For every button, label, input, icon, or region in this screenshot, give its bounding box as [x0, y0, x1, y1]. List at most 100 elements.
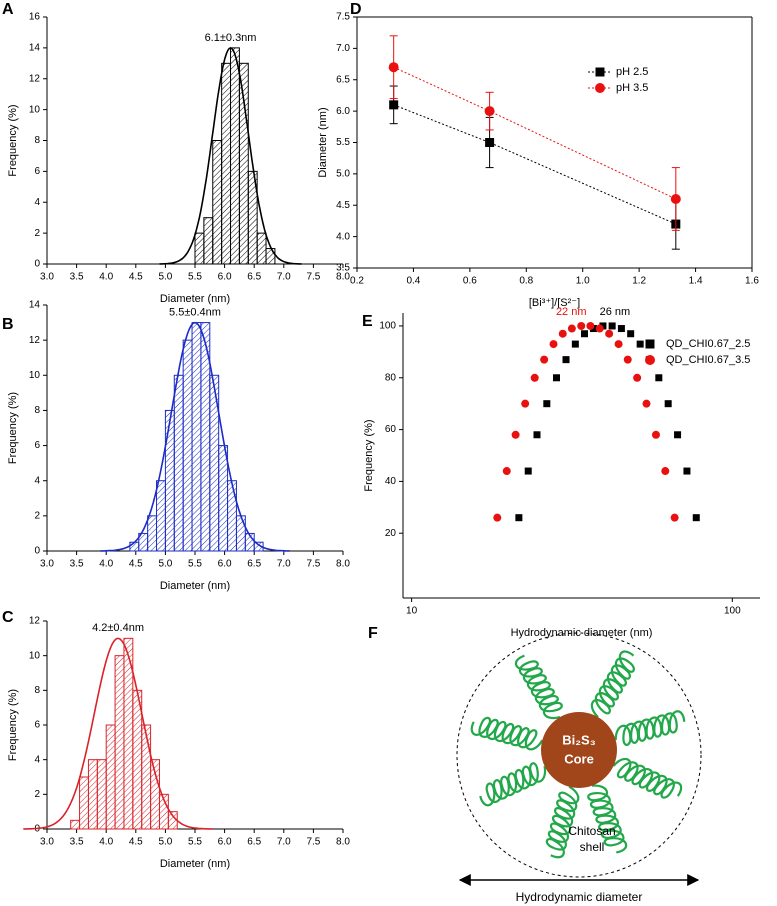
- fit-annotation: 4.2±0.4nm: [92, 622, 144, 634]
- x-axis-label: Diameter (nm): [160, 293, 230, 305]
- core-text: Core: [564, 751, 594, 766]
- marker: [655, 374, 663, 382]
- y-tick-label: 0: [34, 546, 40, 557]
- fit-curve: [100, 321, 290, 552]
- bar: [114, 655, 125, 830]
- x-tick-label: 7.0: [277, 559, 291, 570]
- bar: [105, 724, 116, 830]
- x-tick-label: 5.5: [188, 559, 202, 570]
- y-tick-label: 60: [385, 424, 397, 435]
- x-axis-label: Diameter (nm): [160, 580, 230, 592]
- x-tick-label: 4.5: [129, 837, 143, 848]
- y-tick-label: 2: [34, 789, 40, 800]
- x-axis-label: Diameter (nm): [160, 858, 230, 870]
- fit-curve: [159, 47, 302, 265]
- core-label: Bi₂S₃: [562, 732, 595, 747]
- y-tick-label: 12: [29, 335, 41, 346]
- x-tick-label: 6.5: [247, 559, 261, 570]
- y-axis-label: Frequency (%): [363, 419, 375, 491]
- y-tick-label: 7.5: [336, 12, 350, 23]
- y-tick-label: 7.0: [336, 43, 350, 54]
- y-tick-label: 80: [385, 372, 397, 383]
- panel-label: E: [362, 313, 373, 330]
- marker: [670, 193, 681, 204]
- x-tick-label: 4.0: [99, 272, 113, 283]
- marker: [674, 431, 682, 439]
- marker: [549, 340, 558, 349]
- y-tick-label: 6: [34, 440, 40, 451]
- panel: A 3.0 3.5 4.0 4.5 5.0 5.5 6.0 6.5 7.0 7.5 8.0 0 2 4 6 8 1…: [2, 1, 350, 305]
- bar: [79, 776, 89, 830]
- marker: [515, 514, 523, 522]
- bar: [147, 515, 158, 552]
- bar: [238, 62, 249, 265]
- x-tick-label: 6.0: [218, 272, 232, 283]
- shell-label: Chitosan: [568, 824, 615, 838]
- bar: [203, 217, 214, 265]
- bar: [235, 515, 246, 552]
- x-tick-label: 8.0: [336, 559, 350, 570]
- bar: [191, 322, 202, 552]
- y-tick-label: 10: [29, 104, 41, 115]
- y-axis-label: Frequency (%): [7, 104, 19, 176]
- x-tick-label: 10: [406, 606, 418, 617]
- marker: [661, 467, 670, 476]
- panel-label: D: [350, 1, 362, 18]
- y-tick-label: 8: [34, 405, 40, 416]
- marker: [524, 467, 532, 475]
- y-axis-label: Frequency (%): [7, 689, 19, 761]
- marker: [642, 399, 651, 408]
- y-tick-label: 4: [34, 754, 40, 765]
- x-tick-label: 8.0: [336, 272, 350, 283]
- x-tick-label: 1.0: [576, 276, 590, 287]
- bar: [87, 759, 98, 830]
- x-tick-label: 6.5: [247, 837, 261, 848]
- y-tick-label: 8: [34, 135, 40, 146]
- marker: [586, 321, 595, 330]
- bar: [182, 339, 193, 552]
- x-tick-label: 8.0: [336, 837, 350, 848]
- marker: [683, 467, 691, 475]
- x-tick-label: 7.5: [306, 559, 320, 570]
- y-tick-label: 20: [385, 528, 397, 539]
- x-tick-label: 5.5: [188, 272, 202, 283]
- y-axis-label: Frequency (%): [7, 392, 19, 464]
- y-tick-label: 6.5: [336, 74, 350, 85]
- x-tick-label: 3.5: [70, 837, 84, 848]
- y-tick-label: 10: [29, 650, 41, 661]
- peak-annotation: 26 nm: [600, 306, 631, 318]
- y-tick-label: 100: [379, 321, 396, 332]
- marker: [389, 100, 399, 110]
- marker: [589, 325, 597, 333]
- y-tick-label: 12: [29, 73, 41, 84]
- bar: [129, 541, 140, 552]
- peak-annotation: 22 nm: [556, 306, 587, 318]
- bar: [247, 170, 258, 265]
- y-tick-label: 3.5: [336, 263, 350, 274]
- legend-label: pH 2.5: [616, 66, 648, 78]
- x-tick-label: 4.5: [129, 272, 143, 283]
- y-tick-label: 16: [29, 12, 41, 23]
- y-tick-label: 8: [34, 685, 40, 696]
- y-tick-label: 14: [29, 43, 41, 54]
- marker: [580, 330, 588, 338]
- x-tick-label: 6.0: [218, 559, 232, 570]
- marker: [577, 321, 586, 330]
- arrow-label: Hydrodynamic diameter: [516, 890, 643, 904]
- x-tick-label: 7.0: [277, 272, 291, 283]
- x-tick-label: 3.5: [70, 272, 84, 283]
- bar: [265, 248, 276, 265]
- x-tick-label: 1.2: [632, 276, 646, 287]
- legend-marker: [645, 355, 655, 365]
- y-tick-label: 4.0: [336, 231, 350, 242]
- panel-label: B: [2, 316, 14, 333]
- marker: [485, 138, 495, 147]
- bar: [221, 62, 232, 265]
- hydrodynamic-boundary: [456, 632, 702, 878]
- bar: [132, 689, 143, 830]
- y-tick-label: 4: [34, 197, 40, 208]
- marker: [530, 373, 539, 382]
- marker: [558, 329, 567, 338]
- legend-marker: [595, 83, 605, 93]
- series-line: [393, 104, 677, 225]
